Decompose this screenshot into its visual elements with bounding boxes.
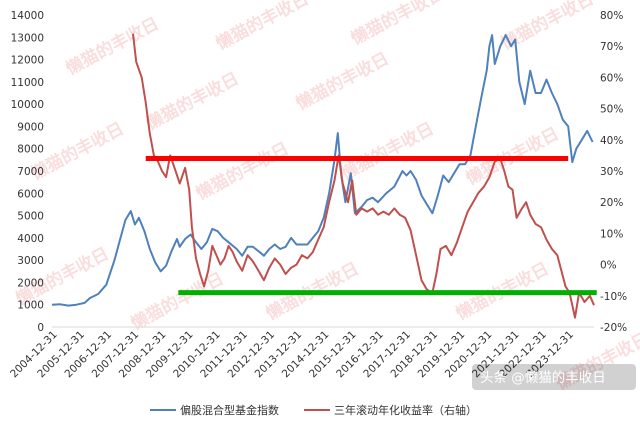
series-line-return: [132, 33, 595, 319]
legend-label-index: 偏股混合型基金指数: [180, 403, 279, 417]
right-axis-tick-label: 0%: [600, 260, 617, 272]
left-axis-tick-label: 14000: [11, 10, 44, 22]
reference-lines: [145, 156, 597, 296]
left-axis-tick-label: 11000: [11, 77, 44, 89]
right-axis-tick-label: 30%: [600, 166, 623, 178]
left-axis-tick-label: 6000: [17, 188, 44, 200]
left-axis-tick-label: 1000: [17, 300, 44, 312]
right-axis-tick-label: 10%: [600, 228, 623, 240]
right-axis-tick-label: 60%: [600, 72, 623, 84]
credit-backdrop: [472, 364, 636, 390]
left-axis-tick-label: 0: [37, 322, 44, 334]
right-axis-tick-label: -20%: [600, 322, 627, 334]
left-axis-tick-label: 9000: [17, 121, 44, 133]
series-layer: [51, 33, 595, 319]
left-axis-tick-label: 4000: [17, 233, 44, 245]
right-axis-tick-label: 20%: [600, 197, 623, 209]
series-line-index: [51, 34, 594, 307]
right-axis-ticks: -20% -10% 0% 10% 20% 30% 40% 50% 60% 70% 80%: [600, 10, 627, 334]
source-credit: 头条 @懒猫的丰收日: [472, 364, 636, 390]
left-axis-tick-label: 10000: [11, 99, 44, 111]
left-axis-tick-label: 5000: [17, 211, 44, 223]
left-axis-tick-label: 13000: [11, 32, 44, 44]
legend-label-return: 三年滚动年化收益率（右轴）: [334, 403, 477, 417]
right-axis-tick-label: 80%: [600, 10, 623, 22]
left-axis-tick-label: 7000: [17, 166, 44, 178]
right-axis-tick-label: -10%: [600, 291, 627, 303]
right-axis-tick-label: 70%: [600, 41, 623, 53]
right-axis-tick-label: 50%: [600, 104, 623, 116]
left-axis-ticks: 0 1000 2000 3000 4000 5000 6000 7000 8000 9000 100…: [11, 10, 44, 334]
credit-text: 头条 @懒猫的丰收日: [480, 369, 606, 386]
left-axis-tick-label: 3000: [17, 255, 44, 267]
legend: 偏股混合型基金指数 三年滚动年化收益率（右轴）: [150, 403, 477, 417]
left-axis-tick-label: 12000: [11, 55, 44, 67]
left-axis-tick-label: 2000: [17, 277, 44, 289]
right-axis-tick-label: 40%: [600, 135, 623, 147]
left-axis-tick-label: 8000: [17, 144, 44, 156]
